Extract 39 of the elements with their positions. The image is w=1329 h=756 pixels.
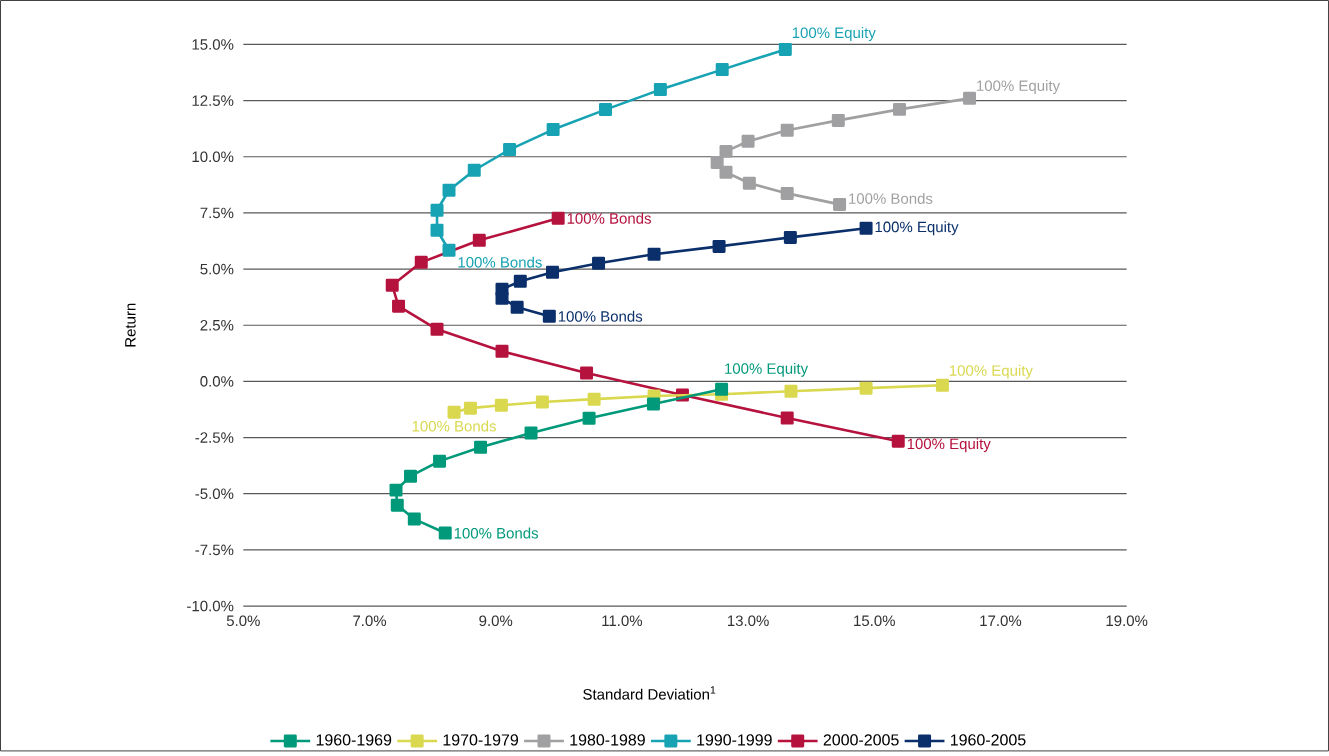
legend-label: 1980-1989 bbox=[570, 734, 645, 746]
y-tick-label: -10.0% bbox=[187, 600, 234, 612]
annotation: 100% Bonds bbox=[454, 527, 539, 539]
x-tick-label: 13.0% bbox=[727, 615, 769, 627]
annotation: 100% Equity bbox=[725, 363, 809, 378]
annotation: 100% Bonds bbox=[849, 193, 933, 205]
x-axis-title: Standard Deviation$^{1}$ bbox=[583, 686, 716, 700]
legend-label: 1990-1999 bbox=[697, 734, 772, 746]
y-tick-label: -7.5% bbox=[195, 544, 234, 556]
x-tick-label: 9.0% bbox=[479, 615, 513, 627]
annotation: 100% Bonds bbox=[567, 213, 651, 225]
annotation: 100% Bonds bbox=[458, 256, 542, 268]
y-tick-label: 0.0% bbox=[200, 376, 234, 387]
x-tick-label: 5.0% bbox=[226, 615, 260, 627]
legend-label: 1960-1969 bbox=[316, 734, 392, 746]
x-tick-label: 19.0% bbox=[1106, 615, 1148, 627]
annotation: 100% Bonds bbox=[558, 310, 643, 322]
y-tick-label: 7.5% bbox=[200, 207, 234, 219]
y-tick-label: 5.0% bbox=[200, 263, 234, 275]
y-tick-label: -5.0% bbox=[195, 488, 234, 500]
y-tick-label: -2.5% bbox=[195, 432, 234, 444]
legend-label: 1960-2005 bbox=[950, 734, 1026, 746]
y-tick-label: 12.5% bbox=[192, 95, 234, 107]
x-tick-label: 7.0% bbox=[353, 615, 387, 627]
annotation: 100% Equity bbox=[792, 27, 876, 42]
annotation: 100% Equity bbox=[907, 438, 991, 453]
y-tick-label: 2.5% bbox=[200, 320, 234, 331]
y-tick-label: 10.0% bbox=[192, 151, 234, 163]
y-tick-label: 15.0% bbox=[192, 39, 234, 50]
legend-label: 1970-1979 bbox=[443, 734, 519, 746]
annotation: 100% Equity bbox=[977, 80, 1061, 95]
y-axis-title: Return bbox=[125, 303, 136, 347]
annotation: 100% Bonds bbox=[412, 420, 496, 432]
annotation: 100% Equity bbox=[875, 221, 959, 236]
legend-label: 2000-2005 bbox=[823, 734, 899, 746]
x-tick-label: 15.0% bbox=[854, 615, 895, 627]
x-tick-label: 17.0% bbox=[980, 615, 1022, 627]
x-tick-label: 11.0% bbox=[602, 615, 643, 627]
annotation: 100% Equity bbox=[949, 365, 1033, 379]
